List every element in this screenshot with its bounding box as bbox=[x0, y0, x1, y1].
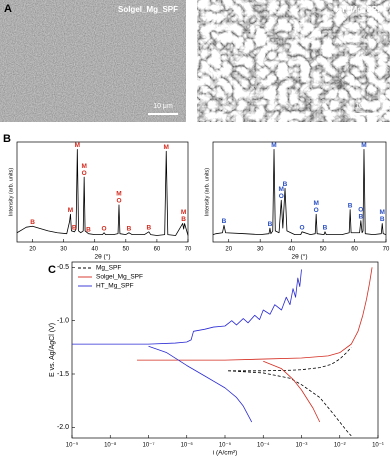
x-tick-label: 20 bbox=[29, 247, 36, 253]
peak-label: B bbox=[358, 213, 363, 220]
data-line bbox=[228, 347, 352, 437]
peak-label: M bbox=[164, 144, 169, 151]
peak-label: O bbox=[299, 225, 304, 232]
peak-label: B bbox=[268, 221, 273, 228]
peak-label: B bbox=[127, 225, 132, 232]
data-line bbox=[72, 269, 302, 423]
peak-label: M bbox=[279, 186, 284, 193]
y-tick-label: -1.0 bbox=[57, 318, 69, 325]
x-tick-label: 70 bbox=[185, 247, 192, 253]
x-tick-label: 30 bbox=[257, 247, 264, 253]
x-tick-label: 10⁻⁸ bbox=[104, 442, 117, 449]
x-tick-label: 10⁻⁹ bbox=[66, 442, 79, 449]
y-axis-title: Intensity (arb. units) bbox=[8, 168, 14, 216]
peak-label: M bbox=[68, 207, 73, 214]
legend-label: HT_Mg_SPF bbox=[96, 283, 134, 290]
y-tick-label: -2.0 bbox=[57, 424, 69, 431]
x-tick-label: 10⁻⁶ bbox=[181, 442, 194, 449]
peak-label: B bbox=[86, 226, 91, 233]
peak-label: M bbox=[361, 142, 366, 149]
y-tick-label: -1.5 bbox=[57, 371, 69, 378]
peak-label: M bbox=[313, 200, 318, 207]
x-tick-label: 40 bbox=[288, 247, 295, 253]
peak-label: O bbox=[82, 170, 87, 177]
peak-label: M bbox=[81, 163, 86, 170]
y-axis-title: E vs. Ag/AgCl (V) bbox=[49, 323, 56, 377]
image-label: HT_Mg_SPF bbox=[335, 5, 382, 14]
peak-label: B bbox=[380, 216, 385, 223]
x-tick-label: 60 bbox=[351, 247, 358, 253]
x-tick-label: 10⁻⁷ bbox=[142, 442, 154, 449]
peak-label: M bbox=[116, 191, 121, 198]
x-axis-title: i (A/cm²) bbox=[213, 450, 238, 457]
x-tick-label: 30 bbox=[60, 247, 67, 253]
data-line bbox=[136, 267, 373, 423]
scale-bar-label: 10 μm bbox=[355, 103, 375, 110]
panel-letter: C bbox=[48, 264, 56, 276]
peak-label: M bbox=[75, 142, 80, 149]
x-tick-label: 10⁻² bbox=[334, 443, 346, 449]
x-axis-title: 2θ (°) bbox=[292, 253, 308, 261]
peak-label: B bbox=[283, 181, 288, 188]
x-tick-label: 70 bbox=[383, 247, 390, 253]
legend-label: Mg_SPF bbox=[96, 265, 121, 272]
peak-label: B bbox=[222, 218, 227, 225]
peak-label: O bbox=[314, 207, 319, 214]
x-axis-title: 2θ (°) bbox=[95, 253, 111, 261]
x-tick-label: 10⁻⁴ bbox=[257, 442, 270, 449]
x-tick-label: 50 bbox=[122, 247, 129, 253]
sem-image bbox=[197, 0, 390, 122]
x-tick-label: 40 bbox=[91, 247, 98, 253]
peak-label: O bbox=[116, 198, 121, 205]
peak-label: B bbox=[348, 202, 353, 209]
y-axis-title: Intensity (arb. units) bbox=[204, 168, 210, 216]
sem-image bbox=[0, 0, 186, 122]
peak-label: O bbox=[358, 206, 363, 213]
y-tick-label: -0.5 bbox=[57, 264, 69, 271]
x-tick-label: 10⁻³ bbox=[296, 443, 308, 449]
peak-label: M bbox=[271, 142, 276, 149]
peak-label: B bbox=[181, 216, 186, 223]
peak-label: M bbox=[380, 209, 385, 216]
panel-letter: B bbox=[3, 133, 11, 145]
plot-frame bbox=[16, 141, 189, 243]
panel-letter: A bbox=[4, 3, 12, 15]
x-tick-label: 10⁻⁵ bbox=[219, 442, 232, 449]
legend-label: Solgel_Mg_SPF bbox=[96, 274, 143, 281]
data-line bbox=[212, 149, 387, 235]
image-label: Solgel_Mg_SPF bbox=[118, 5, 178, 14]
peak-label: B bbox=[146, 225, 151, 232]
peak-label: M bbox=[181, 209, 186, 216]
peak-label: B bbox=[30, 219, 35, 226]
scale-bar-label: 10 μm bbox=[153, 103, 173, 110]
x-tick-label: 60 bbox=[154, 247, 161, 253]
peak-label: O bbox=[279, 193, 284, 200]
x-tick-label: 50 bbox=[320, 247, 327, 253]
x-tick-label: 10⁻¹ bbox=[372, 443, 384, 449]
x-tick-label: 20 bbox=[225, 247, 232, 253]
plot-frame bbox=[212, 141, 387, 243]
peak-label: B bbox=[72, 225, 77, 232]
data-line bbox=[16, 149, 189, 236]
peak-label: O bbox=[102, 225, 107, 232]
peak-label: B bbox=[323, 225, 328, 232]
